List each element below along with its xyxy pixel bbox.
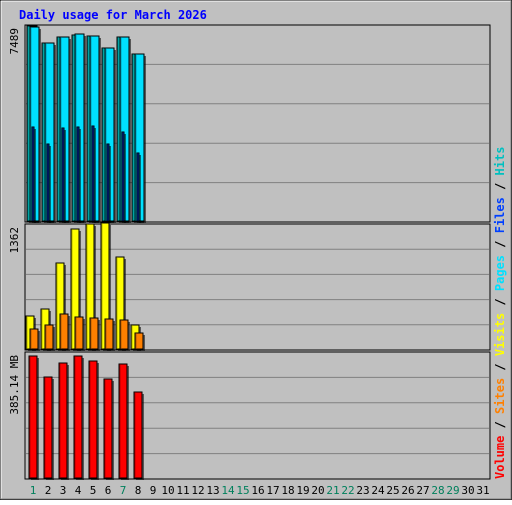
x-tick-label: 1 [30,484,37,497]
bar-volume [88,360,99,480]
x-tick-label: 3 [60,484,67,497]
x-tick-label: 9 [150,484,157,497]
bar-sites [134,332,145,351]
bar-sites [44,324,55,351]
legend-separator: / [493,356,507,378]
x-tick-label: 8 [135,484,142,497]
legend-separator: / [493,175,507,197]
panel-volume: 385.14 MB [8,351,491,480]
x-tick-label: 11 [176,484,189,497]
bar-volume [103,378,114,480]
panel-visits-sites: 1362 [8,222,491,351]
bar-volume [73,355,84,480]
bar-sites [29,328,40,351]
bar-files [31,126,36,223]
chart-legend: Volume / Sites / Visits / Pages / Files … [493,147,507,479]
legend-separator: / [493,233,507,255]
legend-item-visits: Visits [493,313,507,356]
x-tick-label: 16 [251,484,264,497]
x-tick-label: 13 [206,484,219,497]
plot-area [24,351,491,480]
x-tick-label: 31 [476,484,489,497]
panel-max-label: 7489 [8,28,21,55]
panel-hits-files: 7489 [8,24,491,223]
legend-separator: / [493,291,507,313]
x-tick-label: 18 [281,484,294,497]
bar-volume [28,355,39,480]
x-tick-label: 14 [221,484,235,497]
x-tick-label: 6 [105,484,112,497]
bar-files [136,152,141,223]
bar-volume [118,363,129,480]
x-tick-label: 5 [90,484,97,497]
bar-volume [43,376,54,480]
x-axis-labels: 1 2 3 4 5 6 7 8 9 10 11 12 13 14 15 16 17 18 19 20 21 22 23 24 2… [30,484,490,497]
chart-panels: 7489 1362 385.14 MB [8,24,491,480]
legend-item-volume: Volume [493,436,507,479]
bar-files [61,127,66,223]
bar-files [46,143,51,223]
x-tick-label: 27 [416,484,429,497]
x-tick-label: 7 [120,484,127,497]
bar-volume [133,391,144,480]
x-tick-label: 12 [191,484,204,497]
x-tick-label: 4 [75,484,82,497]
bar-sites [89,317,100,351]
x-tick-label: 20 [311,484,324,497]
legend-text: Volume / Sites / Visits / Pages / Files … [493,147,507,479]
bar-files [76,126,81,223]
x-tick-label: 21 [326,484,339,497]
bar-sites [104,318,115,351]
x-tick-label: 29 [446,484,459,497]
x-tick-label: 30 [461,484,474,497]
bar-sites [119,319,130,351]
bar-volume [58,362,69,480]
x-tick-label: 10 [161,484,174,497]
legend-separator: / [493,414,507,436]
bar-files [91,125,96,223]
x-tick-label: 22 [341,484,354,497]
x-tick-label: 23 [356,484,369,497]
bar-files [106,143,111,223]
x-tick-label: 2 [45,484,52,497]
bar-sites [59,313,70,351]
x-tick-label: 15 [236,484,249,497]
legend-item-pages: Pages [493,255,507,291]
bar-files [121,131,126,223]
panel-max-label: 385.14 MB [8,355,21,415]
legend-item-hits: Hits [493,147,507,176]
x-tick-label: 24 [371,484,385,497]
legend-item-sites: Sites [493,378,507,414]
x-tick-label: 19 [296,484,309,497]
x-tick-label: 17 [266,484,279,497]
x-tick-label: 28 [431,484,444,497]
legend-item-files: Files [493,197,507,233]
panel-max-label: 1362 [8,227,21,254]
x-tick-label: 26 [401,484,414,497]
chart-title: Daily usage for March 2026 [19,8,207,22]
x-tick-label: 25 [386,484,399,497]
bar-sites [74,316,85,351]
